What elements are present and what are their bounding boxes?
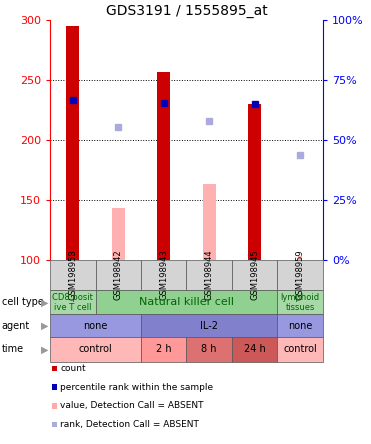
- Text: count: count: [60, 364, 86, 373]
- Text: ▶: ▶: [41, 345, 48, 354]
- Text: ▶: ▶: [41, 297, 48, 307]
- Text: agent: agent: [2, 321, 30, 331]
- Bar: [112, 208, 125, 260]
- Text: 24 h: 24 h: [244, 345, 266, 354]
- Text: cell type: cell type: [2, 297, 44, 307]
- Bar: [203, 184, 216, 260]
- Bar: [298, 256, 302, 260]
- Text: none: none: [83, 321, 108, 331]
- Text: GSM198943: GSM198943: [159, 250, 168, 301]
- Text: 8 h: 8 h: [201, 345, 217, 354]
- Text: control: control: [283, 345, 317, 354]
- Text: ▶: ▶: [41, 321, 48, 331]
- Text: GSM198958: GSM198958: [68, 250, 77, 301]
- Text: time: time: [2, 345, 24, 354]
- Text: Natural killer cell: Natural killer cell: [139, 297, 234, 307]
- Text: rank, Detection Call = ABSENT: rank, Detection Call = ABSENT: [60, 420, 199, 429]
- Text: GSM198959: GSM198959: [296, 250, 305, 301]
- Text: GSM198942: GSM198942: [114, 250, 123, 301]
- Text: control: control: [79, 345, 112, 354]
- Text: percentile rank within the sample: percentile rank within the sample: [60, 383, 214, 392]
- Text: GSM198945: GSM198945: [250, 250, 259, 301]
- Bar: [157, 71, 170, 260]
- Bar: [66, 26, 79, 260]
- Text: GSM198944: GSM198944: [205, 250, 214, 301]
- Text: none: none: [288, 321, 312, 331]
- Title: GDS3191 / 1555895_at: GDS3191 / 1555895_at: [106, 4, 267, 18]
- Text: value, Detection Call = ABSENT: value, Detection Call = ABSENT: [60, 401, 204, 410]
- Text: IL-2: IL-2: [200, 321, 218, 331]
- Bar: [248, 104, 261, 260]
- Text: lymphoid
tissues: lymphoid tissues: [280, 293, 319, 312]
- Text: 2 h: 2 h: [156, 345, 171, 354]
- Text: CD8 posit
ive T cell: CD8 posit ive T cell: [52, 293, 93, 312]
